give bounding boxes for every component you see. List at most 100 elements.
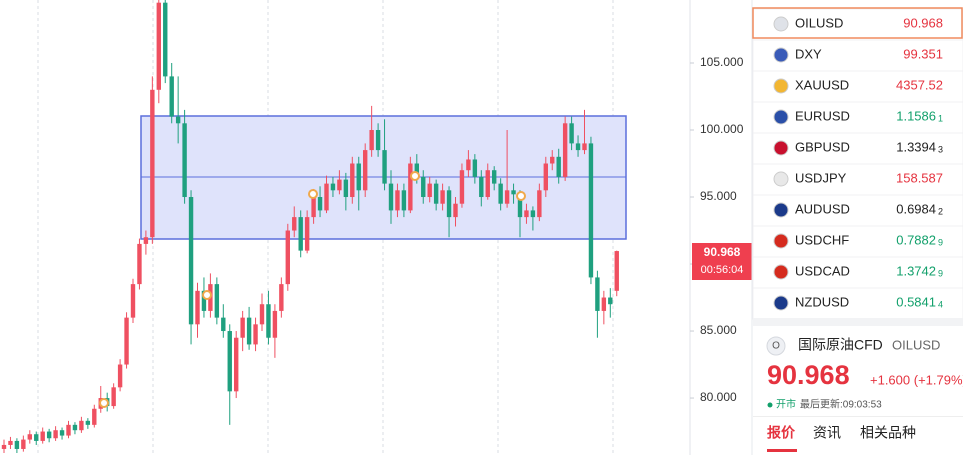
candle-body [524, 210, 529, 218]
candle-body [343, 179, 349, 198]
flag-icon [773, 264, 789, 280]
candle-body [324, 183, 329, 211]
candle-body [614, 251, 619, 291]
watch-symbol: EURUSD [795, 108, 850, 123]
candle-body [201, 290, 207, 311]
y-tick-label: 105.000 [700, 55, 744, 69]
candle-body [562, 123, 568, 177]
watch-price: 4357.52 [896, 77, 943, 92]
candle-body [414, 163, 419, 177]
watch-symbol: NZDUSD [795, 294, 849, 309]
watch-symbol: XAUUSD [795, 77, 849, 92]
candles [1, 0, 619, 453]
candle-body [130, 284, 136, 318]
candle-body [556, 156, 561, 177]
symbol-icon [766, 336, 786, 356]
watch-price: 90.968 [903, 15, 943, 30]
candle-body [21, 439, 26, 449]
y-tick-label: 85.000 [700, 323, 737, 337]
flag-icon [773, 171, 789, 187]
watch-price: 1.3394 [896, 139, 936, 154]
detail-status: 开市 [776, 398, 796, 411]
flag-icon [773, 16, 789, 32]
watch-pip: 2 [938, 206, 943, 216]
candle-body [253, 324, 258, 345]
candle-body [427, 183, 432, 198]
tab[interactable]: 报价 [767, 425, 796, 441]
candle-body [292, 217, 297, 231]
candle-body [459, 170, 465, 204]
candle-body [79, 420, 84, 431]
candle-body [311, 197, 316, 218]
watch-pip: 4 [938, 299, 943, 309]
candle-body [479, 176, 484, 198]
price-tag [692, 243, 752, 280]
candle-body [272, 310, 278, 338]
candle-body [156, 2, 161, 90]
candle-body [569, 123, 574, 144]
candle-body [92, 408, 97, 425]
event-markers [99, 171, 526, 408]
candle-body [588, 143, 594, 278]
candle-body [453, 203, 458, 218]
flag-icon [773, 202, 789, 218]
candle-body [330, 183, 336, 191]
detail-change: +1.600 (+1.79%) [870, 372, 963, 387]
watch-price: 1.3742 [896, 263, 936, 278]
candle-body [543, 163, 548, 191]
detail-symbol: OILUSD [892, 337, 940, 352]
y-tick-label: 80.000 [700, 390, 737, 404]
tab[interactable]: 相关品种 [860, 425, 916, 441]
tab[interactable]: 资讯 [813, 425, 841, 441]
candle-body [72, 424, 78, 431]
candle-body [433, 183, 439, 204]
candle-body [40, 431, 45, 441]
watch-row[interactable] [752, 70, 963, 103]
candle-body [53, 430, 58, 439]
watchlist: OILUSD 90.968 DXY 99.351 XAUUSD 4357.52 EURUSD… [752, 8, 963, 320]
candle-body [124, 317, 129, 365]
candle-body [182, 123, 187, 198]
watch-price: 1.1586 [896, 108, 936, 123]
flag-icon [773, 78, 789, 94]
flag-icon [773, 295, 789, 311]
candle-body [143, 237, 149, 244]
panel-gap [753, 318, 963, 326]
price-tag-price: 90.968 [704, 245, 741, 259]
candle-body [304, 217, 310, 251]
watch-row[interactable] [752, 225, 963, 258]
flag-icon [773, 109, 789, 125]
candle-body [298, 217, 303, 251]
candle-body [259, 304, 265, 325]
watch-pip: 1 [938, 113, 943, 123]
candle-body [472, 159, 478, 177]
candle-body [137, 243, 142, 285]
candle-body [163, 2, 168, 77]
watch-pip: 3 [938, 144, 943, 154]
tab-divider [753, 416, 963, 417]
candle-body [317, 197, 323, 211]
selected-row [752, 7, 963, 39]
candle-body [440, 190, 445, 204]
candle-body [246, 317, 252, 345]
tab-underline [767, 449, 797, 452]
watch-symbol: USDJPY [795, 170, 847, 185]
candle-body [375, 130, 381, 151]
symbol-icon-letter: O [772, 341, 780, 352]
watch-symbol: USDCAD [795, 263, 850, 278]
candle-body [466, 159, 471, 171]
flag-icon [773, 47, 789, 63]
watch-symbol: OILUSD [795, 15, 843, 30]
candle-body [537, 190, 542, 218]
flag-icon [773, 233, 789, 249]
status-dot [767, 402, 773, 408]
candle-body [601, 297, 607, 311]
candle-body [485, 170, 490, 198]
watch-symbol: AUDUSD [795, 201, 850, 216]
candle-body [498, 183, 503, 204]
candle-body [401, 190, 407, 211]
time-grid [37, 0, 614, 455]
candle-body [34, 434, 39, 441]
candle-body [382, 150, 387, 184]
